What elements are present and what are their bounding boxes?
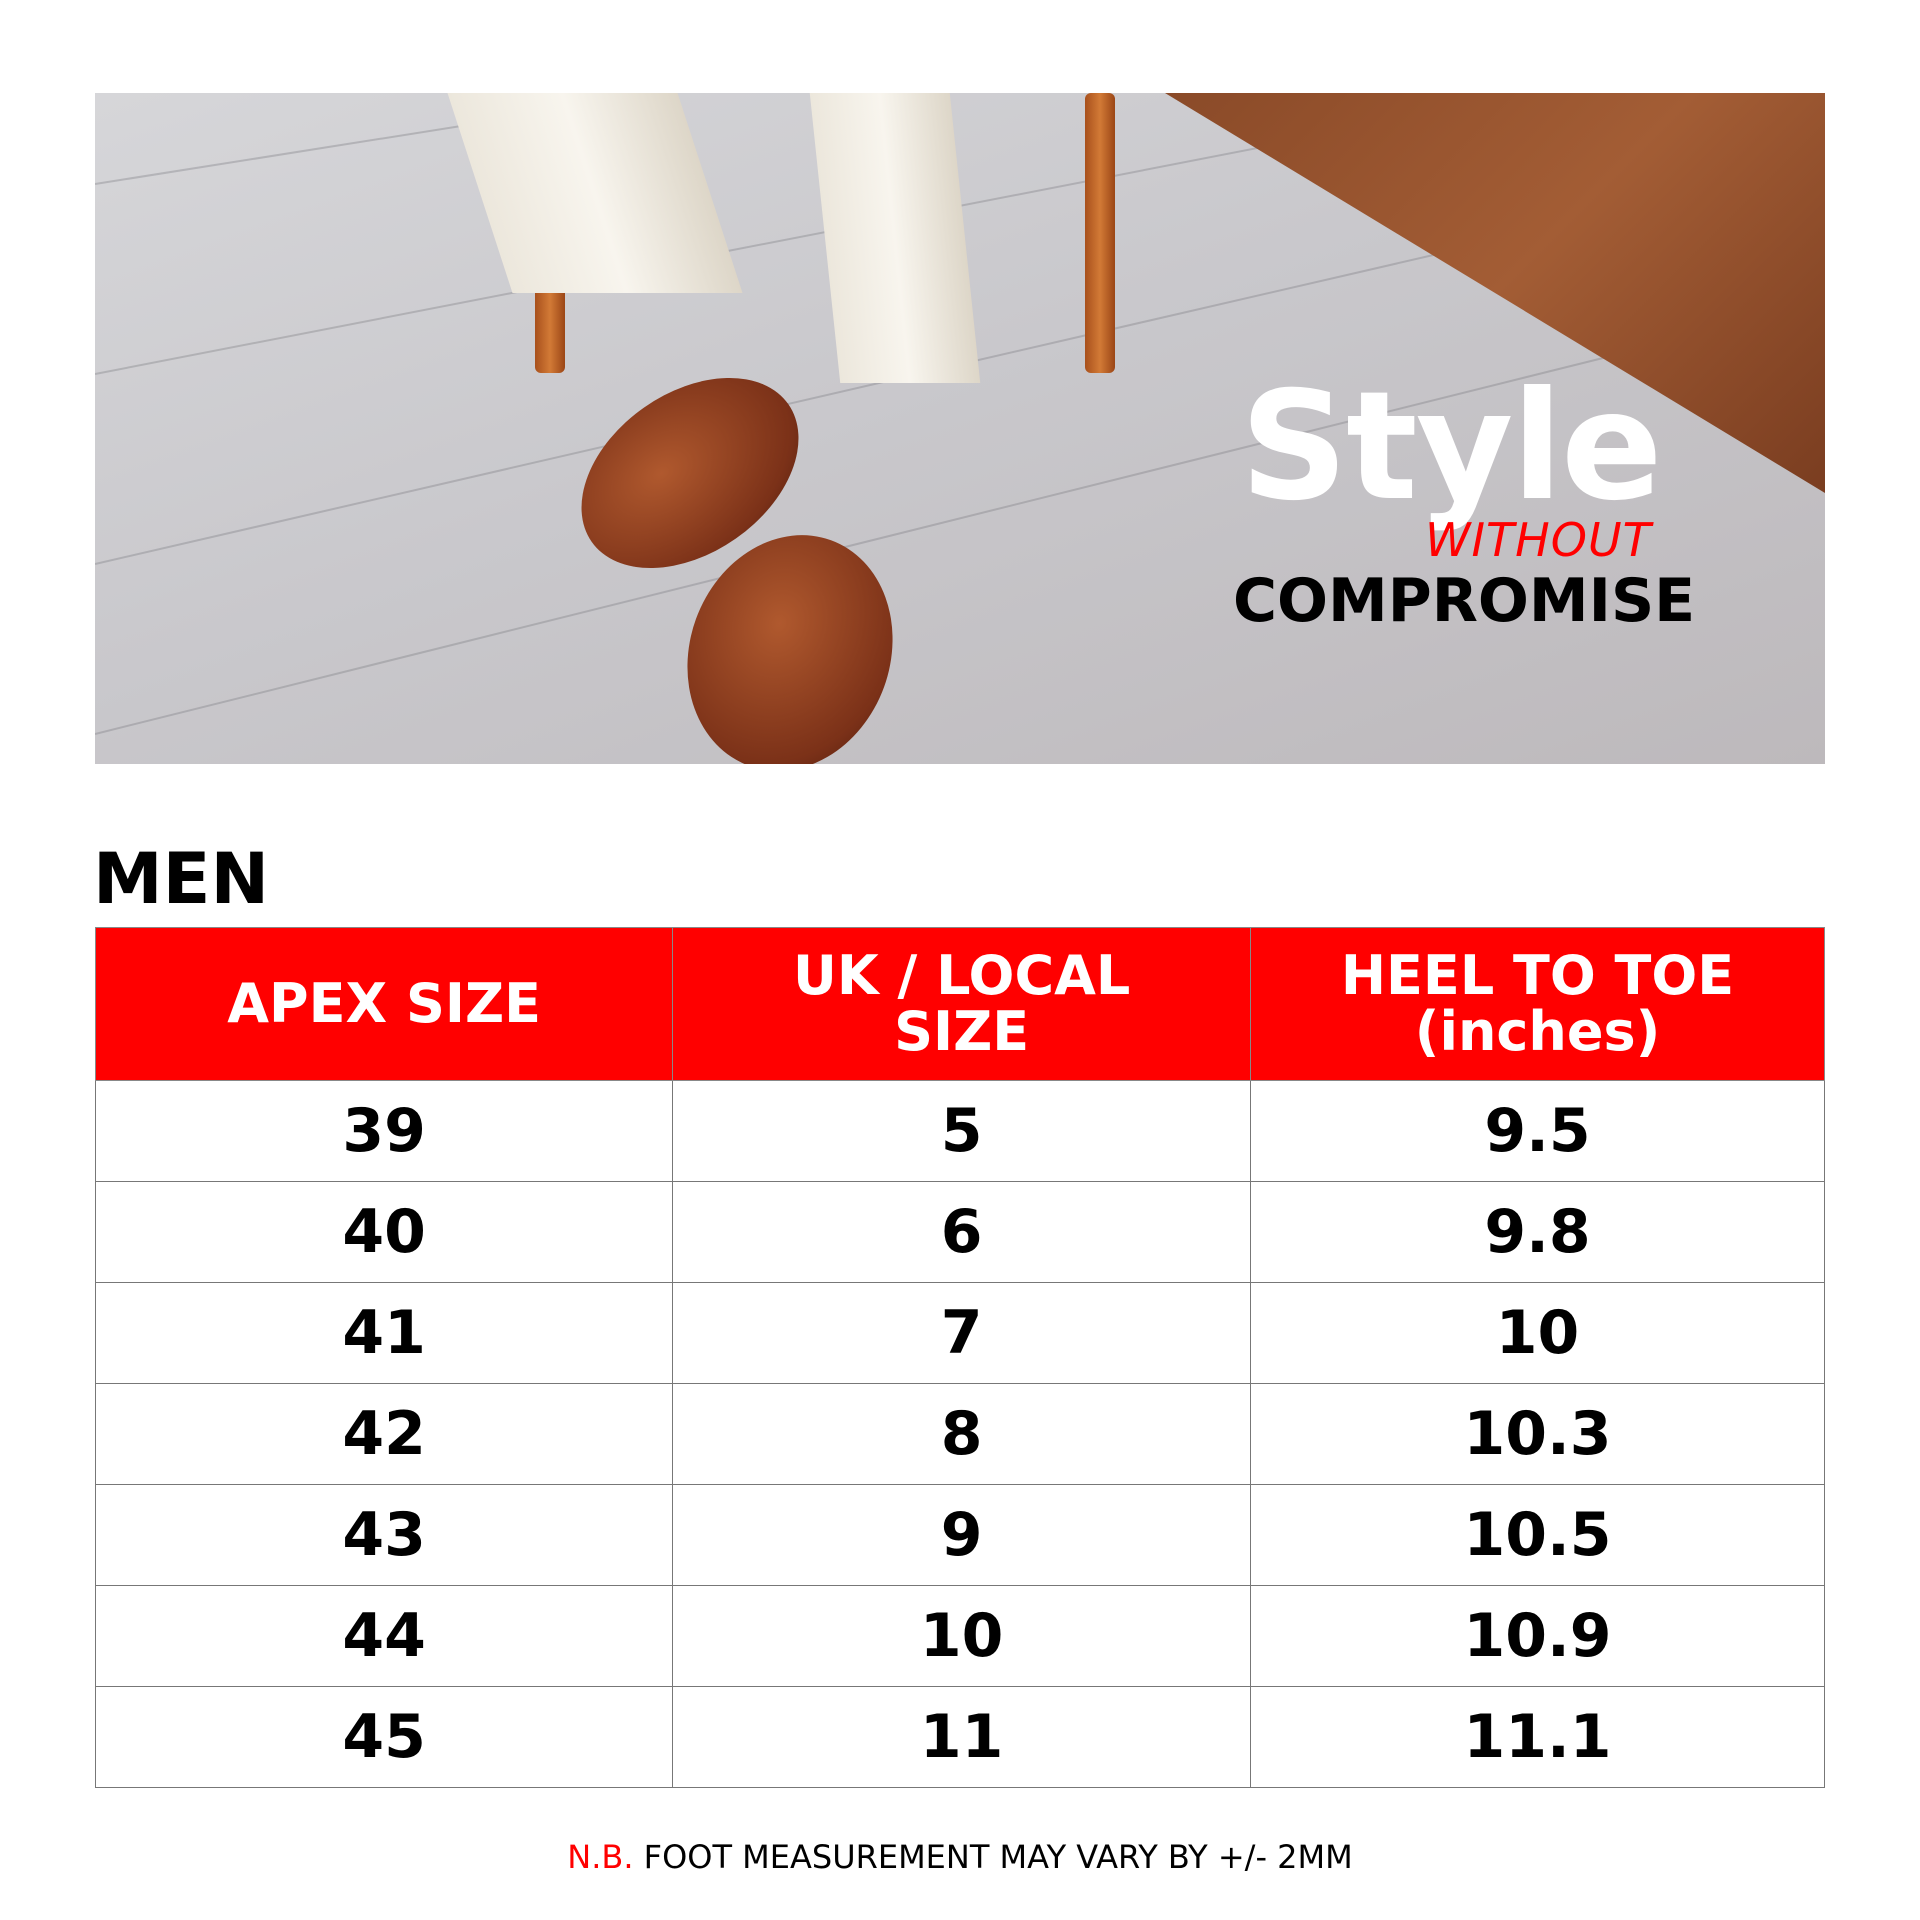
apex-size-cell: 41 — [94, 1282, 674, 1384]
apex-size-cell: 42 — [94, 1383, 674, 1485]
table-row: 45 11 11.1 — [94, 1686, 1825, 1788]
hero-connector: WITHOUT — [1425, 513, 1652, 567]
uk-size-cell: 8 — [672, 1383, 1252, 1485]
uk-size-cell: 9 — [672, 1484, 1252, 1586]
table-row: 40 6 9.8 — [94, 1181, 1825, 1283]
heel-to-toe-cell: 10.9 — [1250, 1585, 1825, 1687]
heel-to-toe-cell: 11.1 — [1250, 1686, 1825, 1788]
hero-headline: Style — [1240, 360, 1663, 534]
heel-to-toe-cell: 10.3 — [1250, 1383, 1825, 1485]
header-heel-to-toe: HEEL TO TOE (inches) — [1250, 927, 1825, 1081]
table-row: 42 8 10.3 — [94, 1383, 1825, 1485]
footnote: N.B. FOOT MEASUREMENT MAY VARY BY +/- 2M… — [0, 1838, 1920, 1876]
apex-size-cell: 40 — [94, 1181, 674, 1283]
uk-size-cell: 6 — [672, 1181, 1252, 1283]
uk-size-cell: 7 — [672, 1282, 1252, 1384]
footnote-text: FOOT MEASUREMENT MAY VARY BY +/- 2MM — [643, 1838, 1353, 1876]
trouser-leg — [809, 93, 981, 383]
apex-size-cell: 44 — [94, 1585, 674, 1687]
section-title: MEN — [93, 838, 270, 920]
apex-size-cell: 43 — [94, 1484, 674, 1586]
uk-size-cell: 11 — [672, 1686, 1252, 1788]
table-row: 44 10 10.9 — [94, 1585, 1825, 1687]
size-chart-table: APEX SIZE UK / LOCAL SIZE HEEL TO TOE (i… — [94, 927, 1825, 1788]
heel-to-toe-cell: 9.8 — [1250, 1181, 1825, 1283]
table-header-row: APEX SIZE UK / LOCAL SIZE HEEL TO TOE (i… — [94, 927, 1825, 1081]
header-uk-size: UK / LOCAL SIZE — [672, 927, 1252, 1081]
hero-tagline: COMPROMISE — [1233, 566, 1696, 636]
uk-size-cell: 5 — [672, 1080, 1252, 1182]
heel-to-toe-cell: 9.5 — [1250, 1080, 1825, 1182]
uk-size-cell: 10 — [672, 1585, 1252, 1687]
header-heel-to-toe-label: HEEL TO TOE (inches) — [1340, 944, 1735, 1063]
trouser-leg — [447, 93, 743, 293]
heel-to-toe-cell: 10 — [1250, 1282, 1825, 1384]
table-row: 41 7 10 — [94, 1282, 1825, 1384]
header-uk-size-label: UK / LOCAL SIZE — [793, 944, 1131, 1063]
apex-size-cell: 39 — [94, 1080, 674, 1182]
header-apex-size: APEX SIZE — [94, 927, 674, 1081]
chair-leg — [1085, 93, 1115, 373]
hero-banner-image: Style WITHOUT COMPROMISE — [95, 93, 1825, 764]
table-row: 43 9 10.5 — [94, 1484, 1825, 1586]
heel-to-toe-cell: 10.5 — [1250, 1484, 1825, 1586]
footnote-prefix: N.B. — [567, 1838, 634, 1876]
apex-size-cell: 45 — [94, 1686, 674, 1788]
table-row: 39 5 9.5 — [94, 1080, 1825, 1182]
